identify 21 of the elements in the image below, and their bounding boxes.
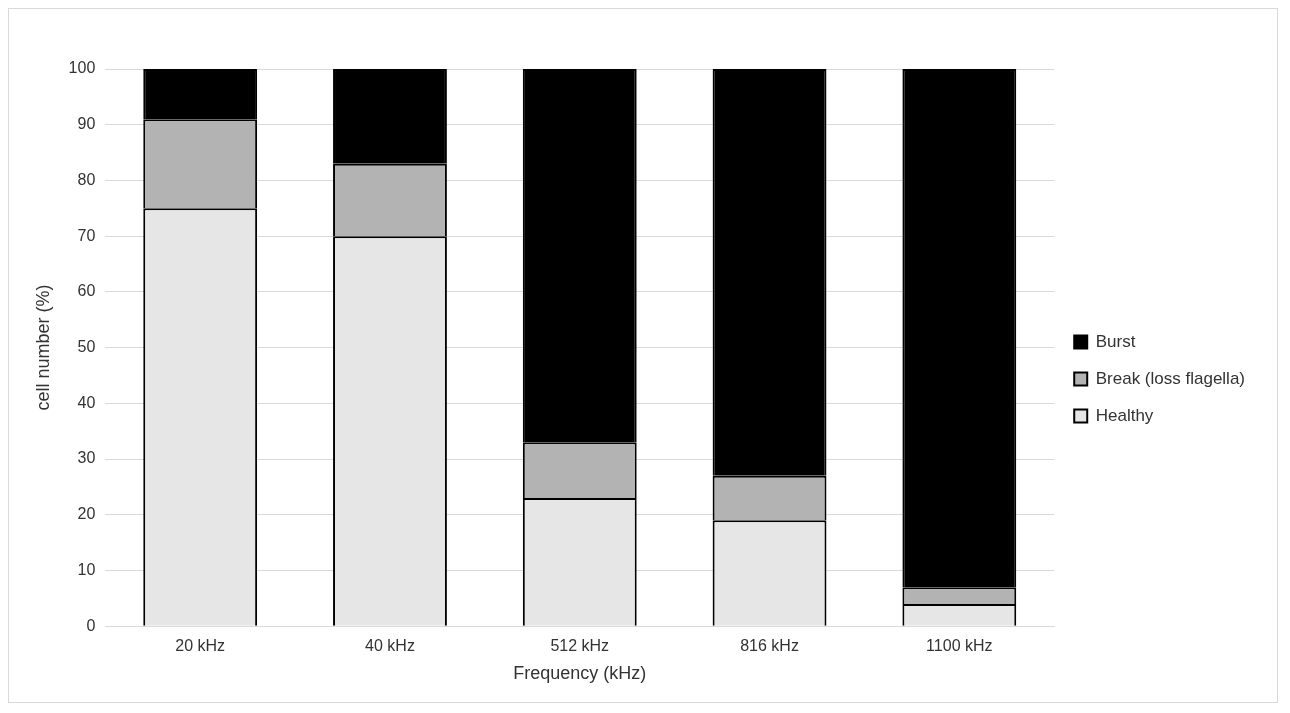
x-tick-label: 816 kHz bbox=[740, 637, 799, 655]
y-tick-label: 60 bbox=[77, 282, 96, 300]
y-tick-label: 50 bbox=[77, 338, 96, 356]
y-tick-label: 90 bbox=[77, 115, 96, 133]
y-tick-label: 70 bbox=[77, 226, 96, 244]
y-tick-label: 80 bbox=[77, 170, 96, 188]
y-tick-label: 40 bbox=[77, 393, 96, 411]
x-axis-title: Frequency (kHz) bbox=[513, 663, 647, 684]
y-tick-label: 100 bbox=[68, 59, 96, 77]
x-tick-label: 20 kHz bbox=[175, 637, 226, 655]
y-tick-label: 30 bbox=[77, 449, 96, 467]
y-axis-title: cell number (%) bbox=[32, 284, 53, 411]
x-tick-label: 40 kHz bbox=[365, 637, 415, 655]
legend-label: Burst bbox=[1095, 331, 1136, 351]
x-tick-label: 512 kHz bbox=[550, 637, 610, 655]
y-tick-label: 10 bbox=[77, 560, 96, 578]
legend-label: Break (loss flagella) bbox=[1095, 368, 1245, 388]
y-tick-label: 0 bbox=[86, 616, 96, 634]
x-tick-label: 1100 kHz bbox=[926, 637, 993, 655]
y-tick-label: 20 bbox=[77, 505, 96, 523]
legend-label: Healthy bbox=[1095, 405, 1154, 425]
